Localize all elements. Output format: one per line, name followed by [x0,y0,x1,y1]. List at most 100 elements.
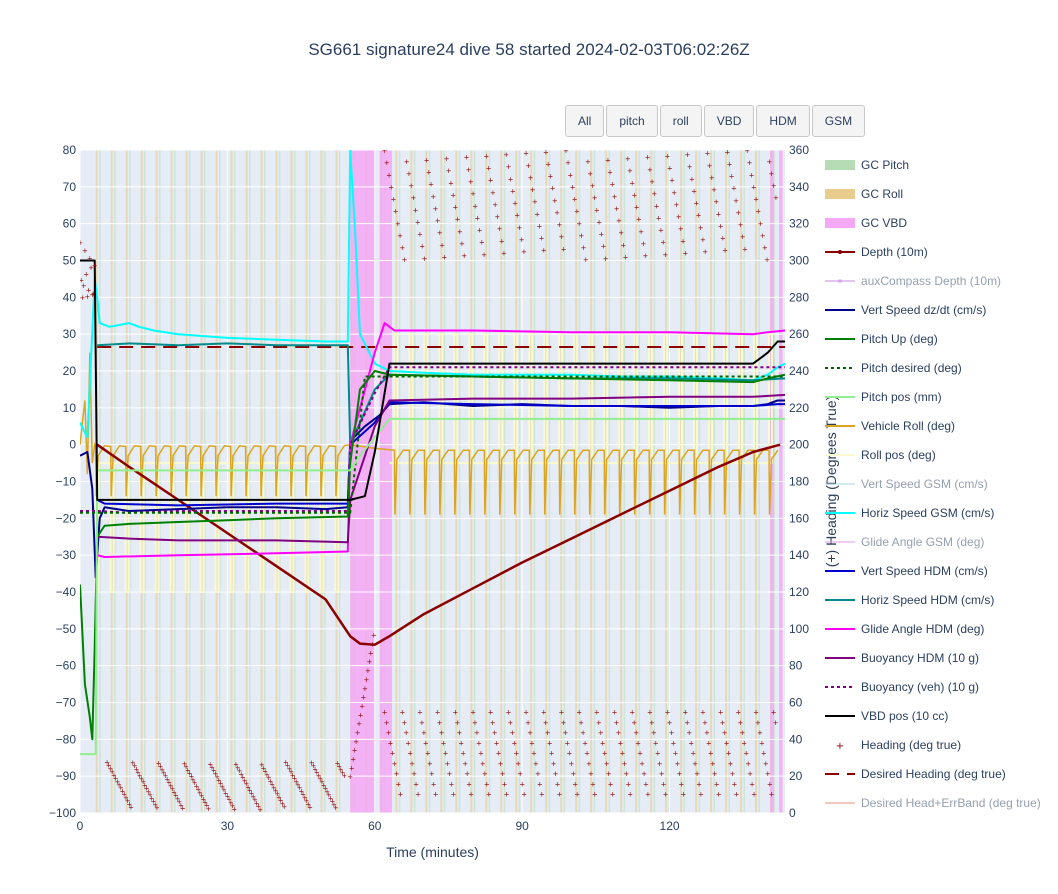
heading-marker: + [147,791,153,799]
heading-marker: + [388,183,394,191]
heading-marker: + [417,709,423,717]
heading-marker: + [413,206,419,214]
heading-marker: + [557,791,563,799]
heading-marker: + [135,769,141,777]
heading-marker: + [592,194,598,202]
heading-marker: + [671,739,677,747]
heading-marker: + [735,709,741,717]
heading-marker: + [411,770,417,778]
legend-item-gc-pitch[interactable]: GC Pitch [825,158,909,172]
heading-marker: + [484,780,490,788]
legend-item-pitch-desired[interactable]: Pitch desired (deg) [825,361,962,375]
mode-button-roll[interactable]: roll [659,105,702,137]
legend-label: Vert Speed GSM (cm/s) [861,477,988,491]
legend-item-depth[interactable]: Depth (10m) [825,245,928,259]
y-tick-label: −70 [56,696,77,710]
heading-marker: + [193,782,199,790]
heading-marker: + [314,769,320,777]
mode-button-pitch[interactable]: pitch [606,105,658,137]
x-tick-label: 30 [221,819,235,833]
legend-item-vbd-pos[interactable]: VBD pos (10 cc) [825,709,948,723]
heading-marker: + [231,805,237,813]
legend-item-gc-vbd[interactable]: GC VBD [825,216,907,230]
legend-item-glide-angle-hdm[interactable]: Glide Angle HDM (deg) [825,622,984,636]
heading-marker: + [352,747,358,755]
heading-marker: + [262,768,268,776]
heading-marker: + [132,762,138,770]
heading-marker: + [78,277,84,285]
heading-marker: + [410,194,416,202]
heading-marker: + [481,251,487,259]
mode-button-all[interactable]: All [565,105,605,137]
legend-item-pitch-pos[interactable]: Pitch pos (mm) [825,390,942,404]
legend-label: Heading (deg true) [861,738,961,752]
legend-item-pitch-up[interactable]: Pitch Up (deg) [825,332,938,346]
legend-item-roll-pos[interactable]: Roll pos (deg) [825,448,936,462]
heading-marker: + [482,770,488,778]
legend-label: Pitch Up (deg) [861,332,938,346]
heading-marker: + [437,719,443,727]
heading-marker: + [404,158,410,166]
mode-button-gsm[interactable]: GSM [811,105,866,137]
heading-marker: + [549,750,555,758]
legend-item-horiz-speed-hdm[interactable]: Horiz Speed HDM (cm/s) [825,593,994,607]
heading-marker: + [476,739,482,747]
heading-marker: + [466,166,472,174]
y-tick-label: 50 [63,254,77,268]
mode-button-vbd[interactable]: VBD [703,105,755,137]
heading-marker: + [606,770,612,778]
legend-item-vert-speed-dzdt[interactable]: Vert Speed dz/dt (cm/s) [825,303,986,317]
heading-marker: + [589,182,595,190]
legend-item-buoyancy-hdm[interactable]: Buoyancy HDM (10 g) [825,651,979,665]
heading-marker: + [197,789,203,797]
heading-marker: + [682,709,688,717]
heading-marker: + [698,224,704,232]
legend-item-vert-speed-gsm[interactable]: Vert Speed GSM (cm/s) [825,477,988,491]
legend-item-heading[interactable]: + Heading (deg true) [836,738,961,752]
legend-label: GC Pitch [861,158,909,172]
heading-marker: + [733,791,739,799]
legend-item-desired-head-band[interactable]: Desired Head+ErrBand (deg true) [825,796,1041,810]
heading-marker: + [733,197,739,205]
heading-marker: + [356,720,362,728]
heading-marker: + [104,758,110,766]
legend-item-glide-angle-gsm[interactable]: Glide Angle GSM (deg) [825,535,984,549]
heading-marker: + [401,719,407,727]
heading-marker: + [755,208,761,216]
legend-item-vehicle-roll[interactable]: Vehicle Roll (deg) [825,419,955,433]
heading-marker: + [594,709,600,717]
heading-marker: + [89,291,95,299]
legend-item-horiz-speed-gsm[interactable]: Horiz Speed GSM (cm/s) [825,506,994,520]
heading-marker: + [519,236,525,244]
heading-marker: + [288,768,294,776]
heading-marker: + [724,148,730,156]
heading-marker: + [316,772,322,780]
heading-marker: + [718,709,724,717]
legend-item-vert-speed-hdm[interactable]: Vert Speed HDM (cm/s) [825,564,988,578]
y2-tick-label: 160 [789,511,809,525]
legend-item-aux-depth[interactable]: auxCompass Depth (10m) [825,274,1001,288]
legend-item-desired-heading[interactable]: Desired Heading (deg true) [825,767,1006,781]
heading-marker: + [395,220,401,228]
heading-marker: + [468,791,474,799]
legend-item-buoyancy-veh[interactable]: Buoyancy (veh) (10 g) [825,680,979,694]
heading-marker: + [687,163,693,171]
heading-marker: + [659,770,665,778]
heading-marker: + [286,765,292,773]
heading-marker: + [640,240,646,248]
series-glide-angle-hdm [96,322,785,558]
heading-marker: + [554,209,560,217]
heading-marker: + [391,760,397,768]
heading-marker: + [771,182,777,190]
heading-marker: + [621,760,627,768]
heading-marker: + [295,781,301,789]
heading-marker: + [120,787,126,795]
heading-marker: + [564,739,570,747]
heading-marker: + [702,719,708,727]
x-tick-label: 0 [77,819,84,833]
mode-button-hdm[interactable]: HDM [756,105,810,137]
heading-marker: + [490,189,496,197]
heading-marker: + [250,793,256,801]
y2-tick-label: 280 [789,290,809,304]
legend-item-gc-roll[interactable]: GC Roll [825,187,903,201]
